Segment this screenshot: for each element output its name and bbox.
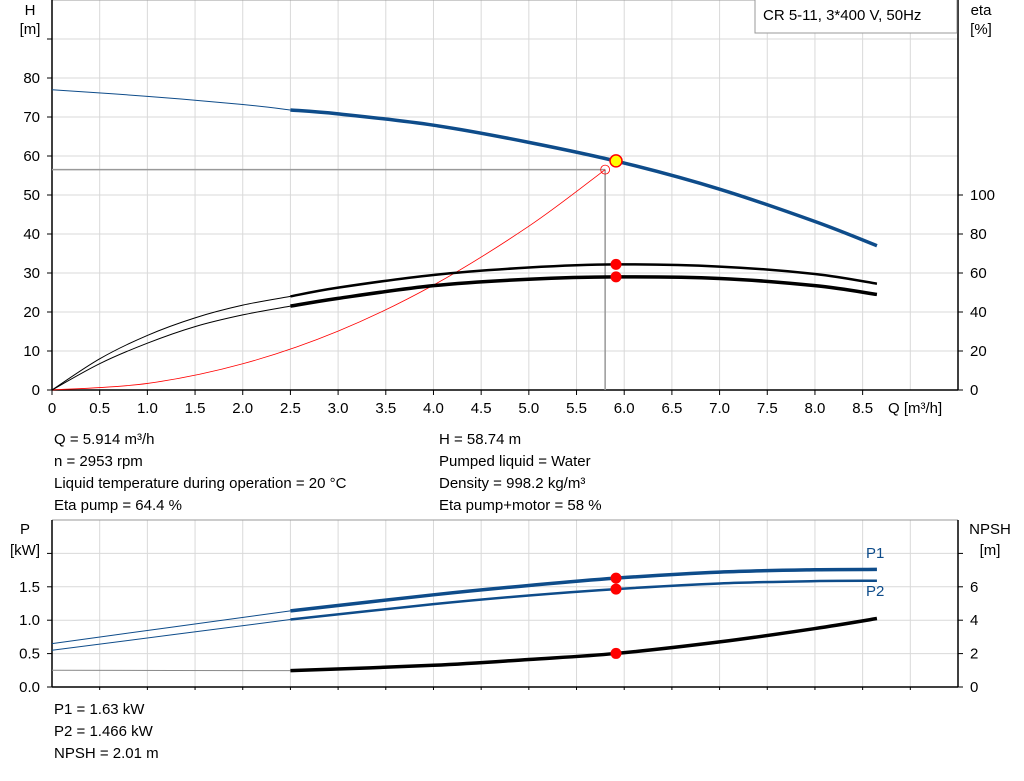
head-curve xyxy=(290,108,878,248)
npsh-tick-label: 4 xyxy=(970,612,978,629)
npsh-axis-unit: [m] xyxy=(980,542,1001,559)
p-tick-label: 1.5 xyxy=(19,579,40,596)
info-p1: P1 = 1.63 kW xyxy=(54,701,145,718)
q-tick-label: 1.5 xyxy=(185,400,206,417)
system-curve xyxy=(51,169,606,391)
q-tick-label: 0 xyxy=(48,400,56,417)
eta-tick-label: 40 xyxy=(970,304,987,321)
info-eta-pump: Eta pump = 64.4 % xyxy=(54,497,182,514)
q-tick-label: 0.5 xyxy=(89,400,110,417)
npsh-tick-label: 6 xyxy=(970,579,978,596)
h-tick-label: 60 xyxy=(23,148,40,165)
h-axis-label: H xyxy=(25,2,36,19)
eta-total-curve-extrapolated xyxy=(51,305,291,391)
q-tick-label: 8.0 xyxy=(805,400,826,417)
info-density: Density = 998.2 kg/m³ xyxy=(439,475,586,492)
npsh-marker xyxy=(610,647,622,659)
eta-axis-label: eta xyxy=(971,2,993,19)
p2-label: P2 xyxy=(866,583,884,600)
info-speed: n = 2953 rpm xyxy=(54,453,143,470)
p-axis-unit: [kW] xyxy=(10,542,40,559)
reference-point-marker xyxy=(600,164,611,175)
legend-box xyxy=(754,0,958,34)
eta-tick-label: 100 xyxy=(970,187,995,204)
h-tick-label: 40 xyxy=(23,226,40,243)
q-tick-label: 5.0 xyxy=(518,400,539,417)
eta-total-marker xyxy=(610,271,622,283)
q-tick-label: 3.5 xyxy=(375,400,396,417)
q-tick-label: 4.5 xyxy=(471,400,492,417)
h-tick-label: 50 xyxy=(23,187,40,204)
info-p2: P2 = 1.466 kW xyxy=(54,723,153,740)
h-tick-label: 10 xyxy=(23,343,40,360)
p1-label: P1 xyxy=(866,545,884,562)
head-curve-extrapolated xyxy=(51,89,291,111)
p-tick-label: 0.5 xyxy=(19,646,40,663)
eta-pump-curve-extrapolated xyxy=(51,295,291,391)
q-tick-label: 4.0 xyxy=(423,400,444,417)
q-tick-label: 1.0 xyxy=(137,400,158,417)
h-tick-label: 80 xyxy=(23,70,40,87)
q-tick-label: 7.5 xyxy=(757,400,778,417)
legend-box-text: CR 5-11, 3*400 V, 50Hz xyxy=(763,7,921,24)
p1-marker xyxy=(610,572,622,584)
info-bottom: P1 = 1.63 kW P2 = 1.466 kW NPSH = 2.01 m xyxy=(54,699,159,765)
q-tick-label: 5.5 xyxy=(566,400,587,417)
info-head: H = 58.74 m xyxy=(439,431,522,448)
q-tick-label: 3.0 xyxy=(328,400,349,417)
npsh-curve xyxy=(290,616,878,673)
info-temperature: Liquid temperature during operation = 20… xyxy=(54,475,347,492)
p-tick-label: 0.0 xyxy=(19,679,40,696)
p2-curve-extrapolated xyxy=(51,619,291,651)
x-axis-label: Q [m³/h] xyxy=(888,400,942,417)
eta-pump-curve xyxy=(290,263,878,298)
q-tick-label: 7.0 xyxy=(709,400,730,417)
eta-pump-marker xyxy=(610,258,622,270)
h-tick-label: 0 xyxy=(32,382,40,399)
eta-tick-label: 20 xyxy=(970,343,987,360)
p-axis-label: P xyxy=(20,521,30,538)
h-tick-label: 70 xyxy=(23,109,40,126)
info-top-right: H = 58.74 m Pumped liquid = Water Densit… xyxy=(439,429,602,517)
eta-tick-label: 60 xyxy=(970,265,987,282)
info-eta-total: Eta pump+motor = 58 % xyxy=(439,497,602,514)
p2-marker xyxy=(610,583,622,595)
eta-tick-label: 0 xyxy=(970,382,978,399)
eta-total-curve xyxy=(290,275,878,308)
q-tick-label: 8.5 xyxy=(852,400,873,417)
duty-point-marker xyxy=(609,154,623,168)
p1-curve-extrapolated xyxy=(51,610,291,645)
q-tick-label: 6.0 xyxy=(614,400,635,417)
info-npsh: NPSH = 2.01 m xyxy=(54,745,159,762)
h-tick-label: 30 xyxy=(23,265,40,282)
q-tick-label: 6.5 xyxy=(661,400,682,417)
eta-tick-label: 80 xyxy=(970,226,987,243)
eta-axis-unit: [%] xyxy=(970,21,992,38)
npsh-tick-label: 2 xyxy=(970,646,978,663)
h-tick-label: 20 xyxy=(23,304,40,321)
q-tick-label: 2.5 xyxy=(280,400,301,417)
info-top-left: Q = 5.914 m³/h n = 2953 rpm Liquid tempe… xyxy=(54,429,346,517)
p-tick-label: 1.0 xyxy=(19,612,40,629)
q-tick-label: 2.0 xyxy=(232,400,253,417)
npsh-tick-label: 0 xyxy=(970,679,978,696)
info-liquid: Pumped liquid = Water xyxy=(439,453,591,470)
info-flow: Q = 5.914 m³/h xyxy=(54,431,155,448)
npsh-axis-label: NPSH xyxy=(969,521,1011,538)
h-axis-unit: [m] xyxy=(20,21,41,38)
